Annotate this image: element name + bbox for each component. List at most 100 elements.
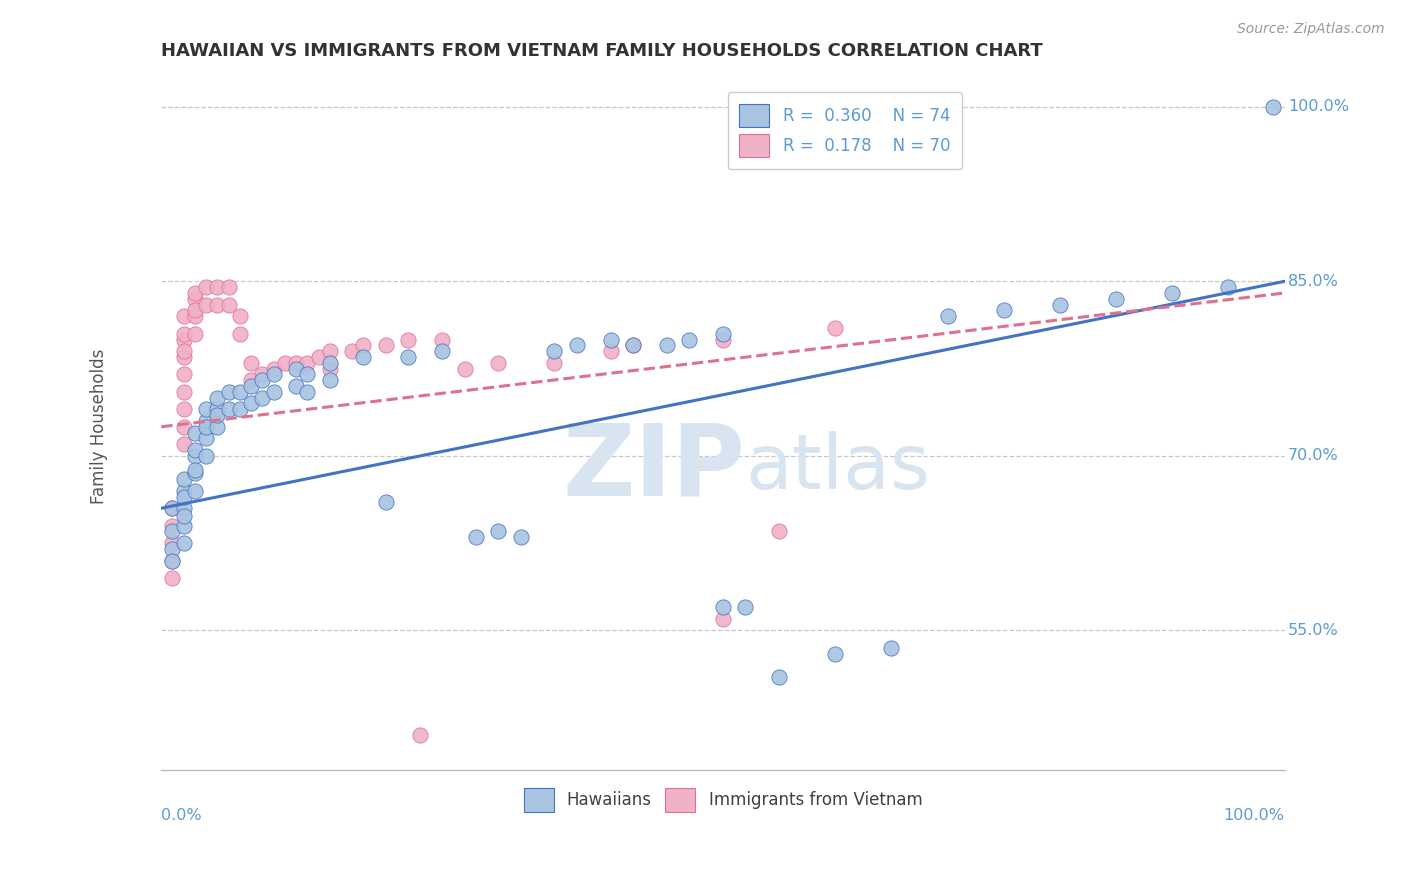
Point [252,373,274,387]
Point [207,280,229,294]
Point [218,402,240,417]
Point [993,303,1015,318]
Point [229,384,252,399]
Point [162,501,184,516]
Point [184,449,207,463]
Point [599,344,621,359]
Point [252,368,274,382]
Point [162,524,184,539]
Point [1161,285,1184,300]
Point [184,467,207,481]
Point [543,344,565,359]
Point [274,356,297,370]
Point [263,368,285,382]
Point [342,344,364,359]
Point [263,361,285,376]
Point [173,326,195,341]
Point [430,333,453,347]
Text: 100.0%: 100.0% [1223,808,1285,822]
Point [621,338,644,352]
Point [173,419,195,434]
Point [1263,100,1285,114]
Point [396,333,419,347]
Point [319,373,342,387]
Point [229,326,252,341]
Point [711,600,734,615]
Point [1105,292,1128,306]
Point [297,368,319,382]
Point [374,338,396,352]
Point [486,356,509,370]
Text: Source: ZipAtlas.com: Source: ZipAtlas.com [1237,22,1385,37]
Point [486,524,509,539]
Point [195,297,218,311]
Point [184,425,207,440]
Point [207,408,229,422]
Point [218,280,240,294]
Point [162,541,184,556]
Point [195,431,218,445]
Point [621,338,644,352]
Point [319,361,342,376]
Point [173,384,195,399]
Point [184,483,207,498]
Point [711,326,734,341]
Point [162,553,184,567]
Text: 70.0%: 70.0% [1288,449,1339,463]
Point [768,524,790,539]
Point [207,297,229,311]
Point [173,310,195,324]
Point [218,297,240,311]
Point [184,285,207,300]
Point [711,612,734,626]
Point [240,379,263,393]
Point [173,536,195,550]
Point [173,437,195,451]
Point [162,536,184,550]
Point [184,292,207,306]
Point [319,356,342,370]
Point [184,463,207,477]
Point [207,402,229,417]
Point [218,384,240,399]
Point [162,501,184,516]
Legend: Hawaiians, Immigrants from Vietnam: Hawaiians, Immigrants from Vietnam [512,777,934,823]
Point [319,344,342,359]
Point [162,553,184,567]
Point [173,333,195,347]
Point [543,356,565,370]
Point [1218,280,1240,294]
Text: atlas: atlas [745,431,931,505]
Point [173,509,195,524]
Point [1049,297,1071,311]
Point [173,501,195,516]
Point [184,326,207,341]
Point [285,379,308,393]
Point [184,303,207,318]
Point [173,402,195,417]
Text: 85.0%: 85.0% [1288,274,1339,289]
Point [184,310,207,324]
Point [173,368,195,382]
Point [207,391,229,405]
Point [207,419,229,434]
Point [173,350,195,364]
Point [824,647,846,661]
Point [297,356,319,370]
Point [711,333,734,347]
Point [430,344,453,359]
Text: ZIP: ZIP [562,419,745,516]
Point [353,350,375,364]
Point [565,338,588,352]
Point [173,472,195,486]
Point [880,640,903,655]
Point [936,310,959,324]
Point [464,530,486,544]
Point [240,396,263,410]
Text: 0.0%: 0.0% [162,808,202,822]
Point [396,350,419,364]
Point [599,333,621,347]
Point [768,670,790,684]
Point [173,518,195,533]
Point [184,443,207,458]
